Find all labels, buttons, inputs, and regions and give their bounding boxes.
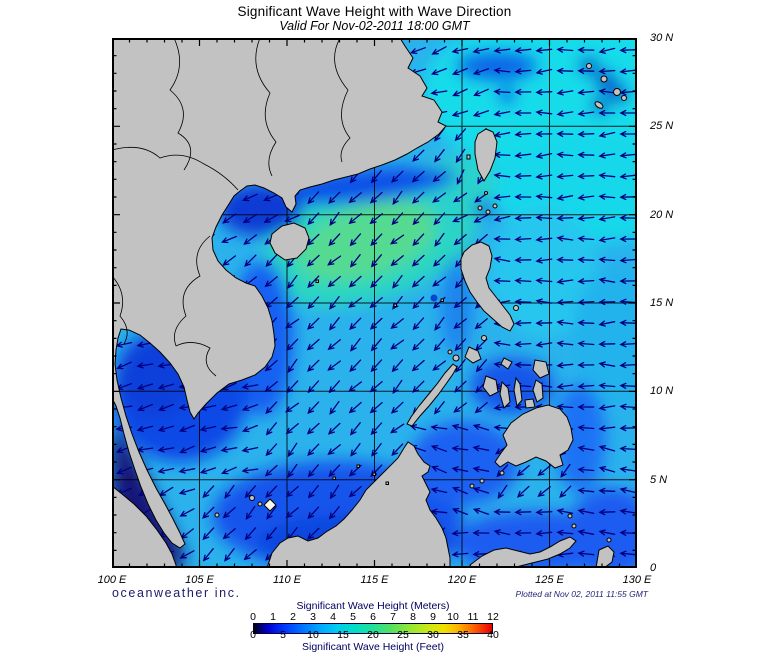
lon-tick-label: 130 E	[622, 574, 652, 586]
lon-tick-label: 105 E	[185, 574, 214, 586]
lon-tick-label: 115 E	[360, 574, 389, 586]
legend-feet-tick: 0	[250, 629, 256, 641]
buoy-marker	[263, 498, 277, 512]
legend-meters-tick: 5	[350, 611, 356, 623]
map-frame	[112, 38, 637, 568]
lat-tick-label: 0	[650, 561, 657, 574]
land-hainan	[269, 222, 310, 261]
plotted-timestamp: Plotted at Nov 02, 2011 11:55 GMT	[515, 589, 648, 599]
oceanweather-logo-text: oceanweather inc.	[112, 586, 241, 600]
land-palawan	[406, 363, 458, 427]
legend-meters-ticks: 0 1 2 3 4 5 6 7 8 9 10 11 12	[250, 611, 499, 623]
country-borders	[112, 38, 351, 377]
land-taiwan	[474, 128, 498, 183]
legend-feet-tick: 35	[457, 629, 469, 641]
legend-meters-tick: 10	[447, 611, 459, 623]
legend-meters-tick: 0	[250, 611, 256, 623]
lat-tick-label: 10 N	[650, 385, 674, 398]
legend-feet-tick: 25	[397, 629, 409, 641]
lat-tick-label: 15 N	[650, 296, 674, 309]
land-mindoro	[464, 346, 482, 364]
lon-tick-label: 100 E	[97, 574, 127, 586]
lon-tick-label: 110 E	[273, 574, 301, 586]
legend-meters-tick: 12	[487, 611, 499, 623]
wave-map-svg	[112, 38, 637, 568]
land-luzon	[460, 241, 515, 332]
legend-meters-tick: 2	[290, 611, 296, 623]
map-title: Significant Wave Height with Wave Direct…	[237, 4, 512, 19]
legend-meters-tick: 1	[270, 611, 276, 623]
lat-tick-label: 5 N	[650, 473, 668, 486]
legend-meters-tick: 4	[330, 611, 336, 623]
legend-meters-tick: 11	[467, 611, 479, 623]
legend-meters-tick: 6	[370, 611, 376, 623]
lon-tick-label: 125 E	[535, 574, 564, 586]
lon-tick-label: 120 E	[447, 574, 477, 586]
lat-tick-label: 25 N	[650, 120, 674, 133]
legend-feet-tick: 5	[280, 629, 286, 641]
legend-meters-tick: 8	[410, 611, 416, 623]
shoal-low-wave-spot	[430, 294, 438, 302]
land-sumatra	[112, 485, 177, 568]
legend-meters-tick: 3	[310, 611, 316, 623]
map-valid-time: Valid For Nov-02-2011 18:00 GMT	[279, 19, 470, 33]
legend-feet-ticks: 0 5 10 15 20 25 30 35 40	[250, 629, 499, 641]
lat-tick-label: 30 N	[650, 32, 674, 44]
legend-meters-tick: 7	[390, 611, 396, 623]
small-islands	[214, 63, 627, 543]
legend-feet-tick: 15	[337, 629, 349, 641]
legend-meters-tick: 9	[430, 611, 436, 623]
land-mindanao	[494, 404, 574, 469]
land-asia-mainland	[112, 38, 447, 549]
legend-colorbar	[253, 623, 493, 634]
frame-tick-marks	[112, 38, 637, 568]
legend-feet-tick: 30	[427, 629, 439, 641]
land-visayas	[482, 357, 550, 409]
map-canvas	[112, 38, 637, 568]
legend-meters-label: Significant Wave Height (Meters)	[296, 600, 450, 612]
land-borneo	[266, 441, 451, 568]
land-sulawesi	[469, 536, 577, 568]
legend-feet-tick: 20	[367, 629, 379, 641]
lat-tick-label: 20 N	[650, 208, 674, 221]
legend-feet-tick: 10	[307, 629, 319, 641]
land-halmahera	[595, 545, 615, 568]
land-masses	[112, 38, 627, 568]
legend-feet-label: Significant Wave Height (Feet)	[301, 641, 444, 653]
legend-feet-tick: 40	[487, 629, 499, 641]
